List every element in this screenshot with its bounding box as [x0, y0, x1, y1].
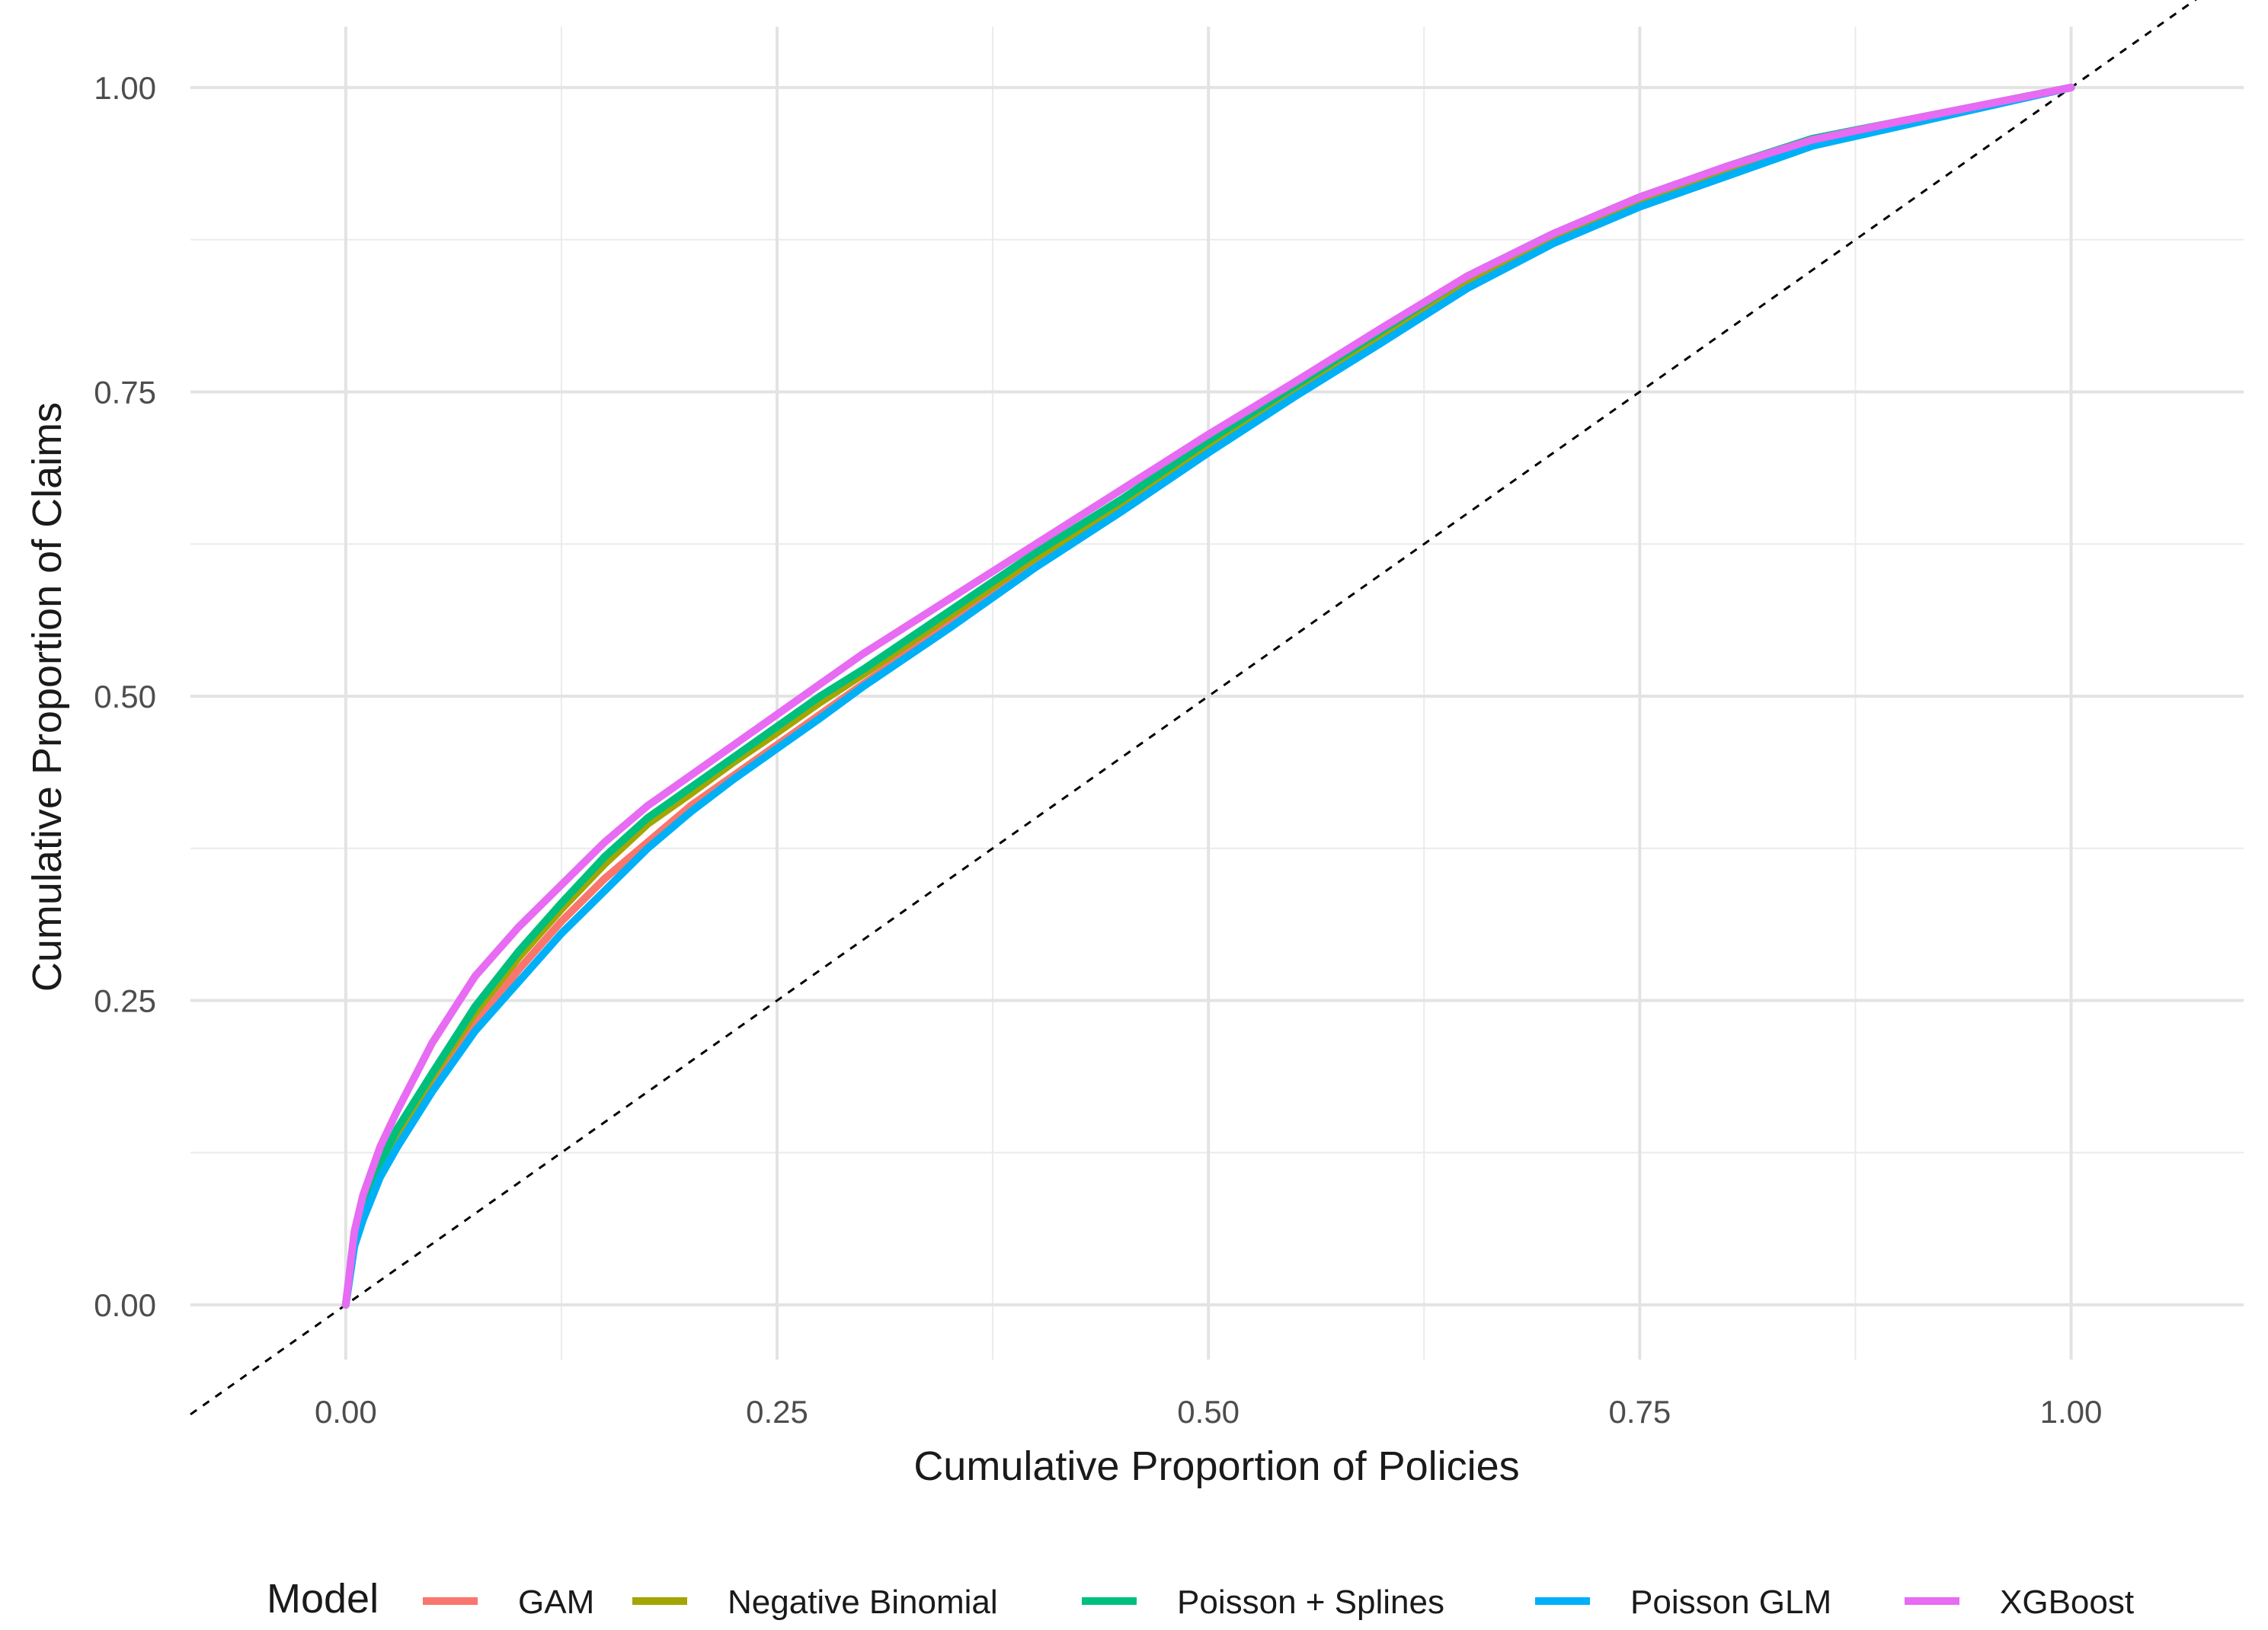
y-tick-label: 1.00 [94, 70, 156, 106]
y-axis-ticks: 0.00 0.25 0.50 0.75 1.00 [94, 70, 156, 1323]
series-line-poisson-glm [341, 83, 2075, 1309]
y-axis-title: Cumulative Proportion of Claims [24, 402, 70, 992]
x-tick-label: 1.00 [2040, 1394, 2103, 1430]
series-line-xgboost [341, 83, 2075, 1309]
x-axis-title: Cumulative Proportion of Policies [913, 1443, 1519, 1489]
diagonal-reference-line [190, 0, 2197, 1416]
y-tick-label: 0.50 [94, 679, 156, 714]
legend-label-poisson-glm: Poisson GLM [1630, 1584, 1831, 1621]
legend-label-xgboost: XGBoost [2000, 1584, 2134, 1621]
legend-items: GAM Negative Binomial Poisson + Splines Poi… [423, 1584, 2134, 1621]
x-tick-label: 0.00 [315, 1394, 377, 1430]
x-axis-ticks: 0.00 0.25 0.50 0.75 1.00 [315, 1394, 2102, 1430]
legend: Model GAM Negative Binomial Poisson + Spli… [267, 1576, 2134, 1622]
x-tick-label: 0.50 [1177, 1394, 1240, 1430]
y-tick-label: 0.75 [94, 374, 156, 410]
legend-label-poisson-splines: Poisson + Splines [1177, 1584, 1444, 1621]
reference-line [190, 0, 2197, 1416]
y-tick-label: 0.00 [94, 1287, 156, 1323]
x-tick-label: 0.75 [1608, 1394, 1671, 1430]
series-group [341, 83, 2075, 1309]
y-tick-label: 0.25 [94, 983, 156, 1019]
legend-title: Model [267, 1576, 379, 1622]
legend-label-gam: GAM [518, 1584, 594, 1621]
x-tick-label: 0.25 [746, 1394, 808, 1430]
grid [190, 27, 2244, 1360]
legend-label-negative-binomial: Negative Binomial [728, 1584, 998, 1621]
